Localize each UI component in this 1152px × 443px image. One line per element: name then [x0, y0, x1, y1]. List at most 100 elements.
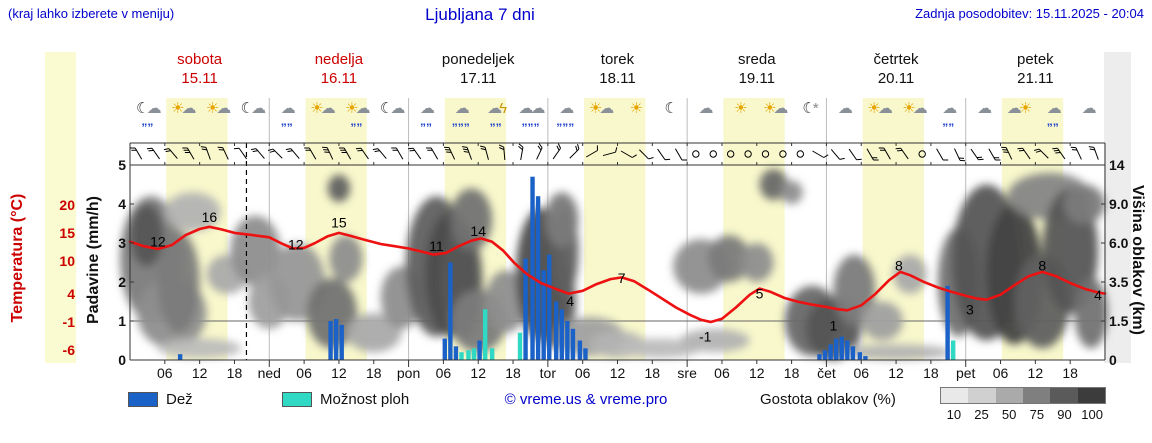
- x-axis-label: sre: [677, 365, 697, 381]
- weather-icon-cloud-sun: ☁☀: [1001, 101, 1035, 116]
- cloud-icon: ☁: [518, 100, 533, 117]
- sun-icon: ☀: [629, 100, 644, 117]
- density-tick-label: 100: [1081, 407, 1103, 422]
- barb-feather: [872, 157, 878, 159]
- rain-bar: [559, 309, 564, 360]
- barb-feather: [165, 150, 171, 153]
- barb-feather: [538, 143, 543, 148]
- barb-staff: [602, 151, 616, 157]
- barb-feather: [1002, 149, 1008, 151]
- wind-barb-icon: [461, 146, 473, 160]
- cloud-icon: ☁: [181, 100, 196, 117]
- barb-feather: [146, 147, 153, 150]
- rain-drops-icon: „„: [419, 114, 432, 128]
- wind-barb-icon: [569, 143, 580, 159]
- cloud-icon: ☁: [977, 100, 992, 117]
- barb-staff: [536, 147, 543, 160]
- icon-glyphs: ☁ϟ: [479, 101, 513, 116]
- temp-axis-strip: [45, 52, 76, 363]
- wind-barb-icon: [443, 146, 456, 160]
- density-segment: [1022, 388, 1051, 403]
- barb-feather: [577, 143, 580, 150]
- barb-feather: [250, 148, 257, 151]
- wind-calm-icon: [726, 150, 735, 158]
- density-segment: [995, 388, 1023, 403]
- day-name: sobota: [177, 51, 223, 68]
- day-name: četrtek: [873, 51, 919, 68]
- rain-drops-icon: „„„: [521, 114, 540, 128]
- temp-point-label: 12: [150, 233, 166, 249]
- icon-glyphs: ☀☁: [200, 101, 234, 116]
- x-axis-label: 18: [644, 365, 661, 381]
- barb-feather: [1089, 148, 1095, 151]
- barb-staff: [255, 148, 265, 159]
- wind-barb-icon: [866, 148, 879, 161]
- x-axis-label: čet: [817, 365, 836, 381]
- rain-bar: [839, 336, 844, 360]
- barb-staff: [830, 149, 841, 160]
- weather-icon-sun: ☀: [722, 101, 756, 116]
- rain-bar: [828, 344, 833, 360]
- barb-feather: [1055, 152, 1061, 154]
- x-axis-label: 12: [1027, 365, 1044, 381]
- temp-point-label: 7: [618, 270, 626, 286]
- x-axis-label: 18: [923, 365, 939, 381]
- wind-barb-icon: [536, 143, 543, 160]
- cloud-icon: ☁: [487, 100, 502, 117]
- wind-barb-icon: [830, 149, 845, 160]
- rain-drops-icon: „„: [489, 114, 502, 128]
- x-axis-label: 18: [505, 365, 521, 381]
- weather-icon-rain: ☁ „„„: [444, 101, 478, 127]
- weather-icon-rain: ☁ „„„: [548, 101, 582, 127]
- cloud-icon: ☁: [320, 100, 336, 117]
- icon-glyphs: ☁: [1071, 101, 1105, 116]
- weather-icon-sun-cloud: ☀☁: [862, 101, 896, 116]
- temp-tick-label: -6: [62, 341, 75, 358]
- barb-staff: [377, 148, 387, 159]
- location-hint: (kraj lahko izberete v meniju): [8, 6, 175, 21]
- day-date: 15.11: [181, 70, 218, 87]
- icon-glyphs: ☀: [722, 101, 756, 116]
- temp-point-label: -1: [699, 329, 712, 345]
- temp-point-label: 4: [1094, 287, 1102, 303]
- sun-icon: ☀: [1018, 100, 1033, 117]
- rain-bar: [570, 328, 576, 360]
- icon-glyphs: ☁: [409, 101, 443, 116]
- rain-bar: [177, 354, 183, 360]
- temp-point-label: 4: [566, 293, 574, 309]
- barb-staff: [954, 148, 961, 161]
- cloud-blob: [306, 278, 358, 349]
- barb-feather: [252, 150, 258, 153]
- sun-icon: ☀: [205, 100, 220, 117]
- barb-staff: [552, 147, 561, 160]
- copyright-link[interactable]: © vreme.us & vreme.pro: [504, 391, 668, 408]
- weather-icon-cloud: ☁: [827, 101, 861, 116]
- cloud-icon: ☁: [355, 100, 371, 117]
- barb-feather: [374, 150, 380, 153]
- barb-feather: [372, 148, 379, 151]
- temperature-axis-title: Temperatura (°C): [9, 193, 26, 323]
- barb-feather: [498, 144, 504, 148]
- barb-feather: [575, 145, 578, 152]
- cloud-blob: [157, 338, 242, 359]
- moon-icon: ☾: [802, 100, 816, 117]
- barb-staff: [569, 148, 580, 159]
- barb-feather: [218, 149, 224, 151]
- cloud-tick-label: 14: [1109, 157, 1125, 173]
- cloud-icon: ☁: [599, 100, 614, 117]
- rain-bar: [448, 262, 453, 360]
- temp-point-label: 3: [966, 301, 974, 317]
- barb-staff: [1093, 147, 1099, 160]
- wind-barb-icon: [217, 146, 229, 160]
- temp-point-label: 16: [202, 209, 218, 225]
- barb-feather: [341, 151, 347, 154]
- barb-staff: [970, 148, 979, 161]
- barb-feather: [427, 149, 433, 151]
- temp-point-label: 14: [470, 223, 486, 239]
- barb-staff: [272, 148, 283, 159]
- barb-feather: [461, 146, 468, 148]
- cloud-blob: [345, 313, 402, 353]
- wind-barb-icon: [426, 147, 439, 160]
- barb-feather: [357, 149, 363, 152]
